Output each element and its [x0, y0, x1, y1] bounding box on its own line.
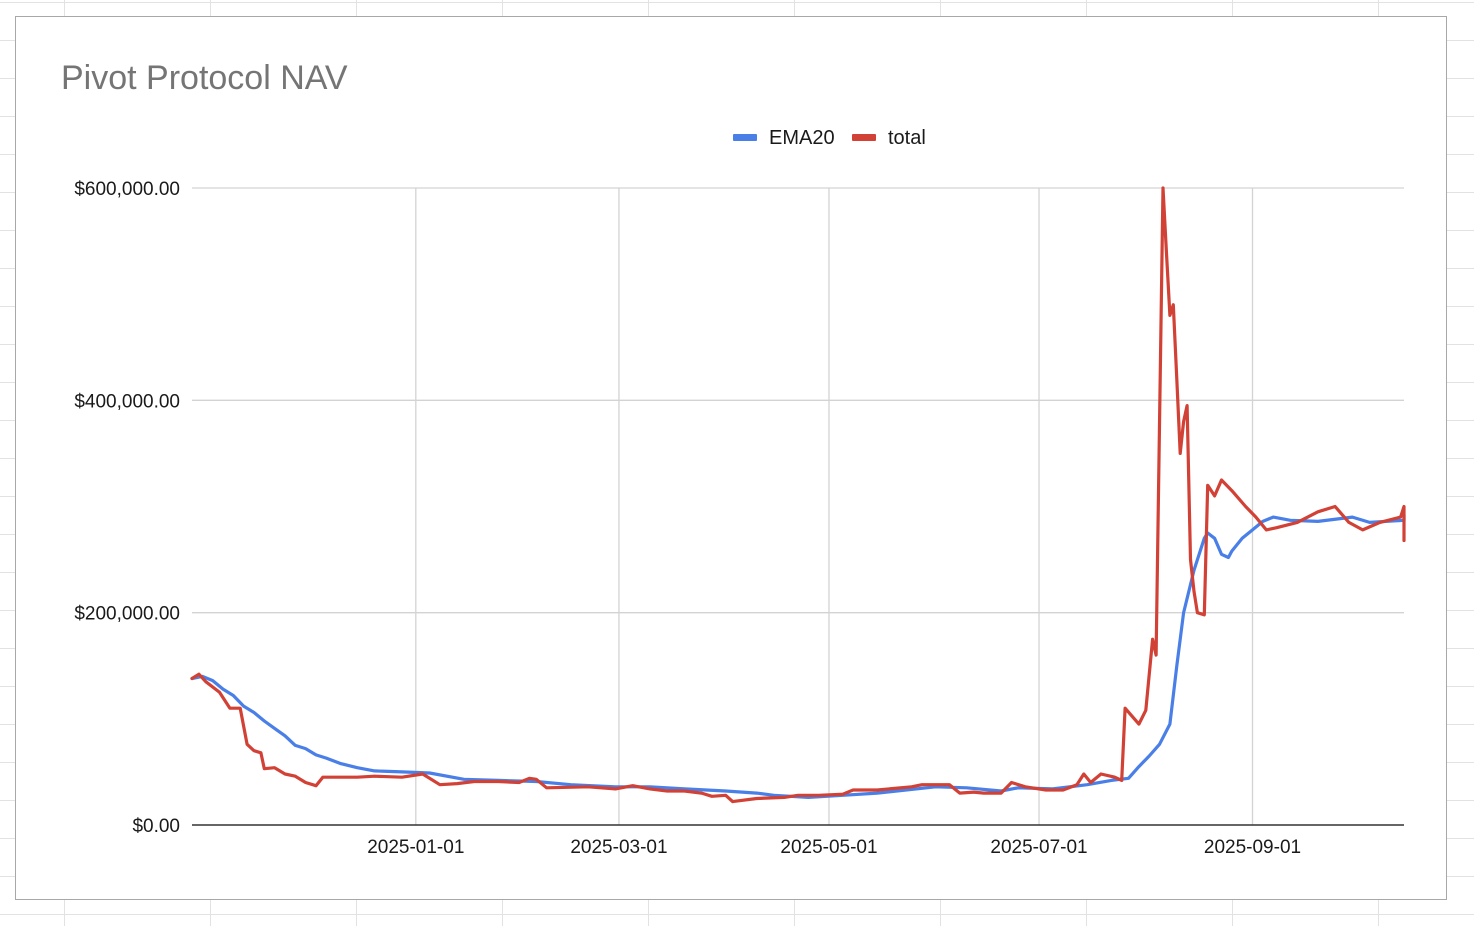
x-tick-label: 2025-05-01 [780, 837, 877, 858]
chart-title: Pivot Protocol NAV [61, 59, 348, 97]
x-tick-label: 2025-09-01 [1204, 837, 1301, 858]
x-tick-label: 2025-07-01 [990, 837, 1087, 858]
axes: $0.00 $200,000.00 $400,000.00 $600,000.00 20… [74, 179, 1404, 858]
legend-label: total [888, 127, 926, 149]
series-line-ema20 [190, 513, 1406, 800]
series-lines [190, 186, 1406, 804]
y-tick-label: $0.00 [132, 816, 180, 837]
y-tick-label: $200,000.00 [74, 604, 180, 625]
series-line-total [190, 186, 1406, 804]
chart-card: Pivot Protocol NAV [15, 16, 1447, 900]
legend-label: EMA20 [769, 127, 835, 149]
gridlines [192, 187, 1404, 825]
legend-item-ema20: EMA20 [733, 127, 835, 149]
y-tick-label: $600,000.00 [74, 179, 180, 200]
legend-swatch [852, 134, 876, 141]
legend: EMA20 total [733, 127, 926, 149]
legend-swatch [733, 134, 757, 141]
y-tick-label: $400,000.00 [74, 391, 180, 412]
x-tick-label: 2025-03-01 [570, 837, 667, 858]
x-tick-label: 2025-01-01 [367, 837, 464, 858]
legend-item-total: total [852, 127, 926, 149]
